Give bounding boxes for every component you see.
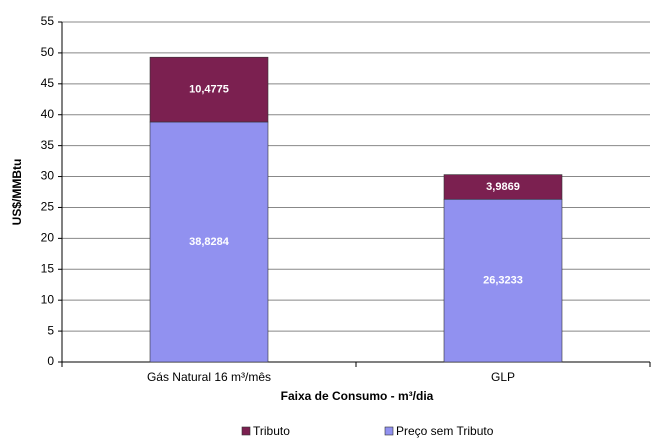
bar-segment [443, 198, 563, 363]
x-tick-label: Gás Natural 16 m³/mês [147, 370, 271, 384]
legend-label: Tributo [253, 424, 290, 438]
legend-swatch [241, 426, 251, 436]
y-tick-label: 40 [41, 107, 55, 121]
y-tick-label: 5 [47, 323, 54, 337]
bar-segment [149, 56, 269, 123]
value-label: 26,3233 [483, 275, 523, 287]
y-tick-label: 15 [41, 261, 55, 275]
legend-label: Preço sem Tributo [396, 424, 494, 438]
legend-swatch [384, 426, 394, 436]
y-tick-label: 25 [41, 200, 55, 214]
y-tick-label: 50 [41, 45, 55, 59]
x-axis-title: Faixa de Consumo - m³/dia [281, 389, 434, 403]
y-axis-title: US$/MMBtu [10, 159, 24, 226]
bar-segment [149, 121, 269, 363]
x-tick-label: GLP [491, 370, 515, 384]
value-label: 10,4775 [189, 83, 229, 95]
y-tick-label: 35 [41, 138, 55, 152]
y-tick-label: 30 [41, 169, 55, 183]
y-tick-label: 55 [41, 14, 55, 28]
value-label: 3,9869 [486, 181, 520, 193]
y-tick-label: 10 [41, 292, 55, 306]
y-tick-label: 0 [47, 354, 54, 368]
bar-segment [443, 174, 563, 200]
y-tick-label: 45 [41, 76, 55, 90]
y-tick-label: 20 [41, 231, 55, 245]
value-label: 38,8284 [189, 236, 230, 248]
